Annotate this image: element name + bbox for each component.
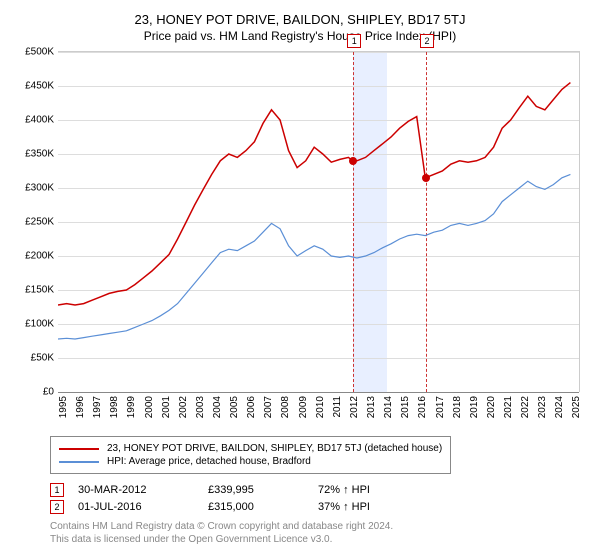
footer-attribution: Contains HM Land Registry data © Crown c… (50, 520, 590, 546)
sale-row: 2 01-JUL-2016£315,00037% ↑ HPI (50, 500, 590, 514)
y-tick-label: £0 (10, 387, 54, 398)
x-tick-label: 2002 (178, 396, 189, 418)
y-tick-label: £450K (10, 81, 54, 92)
x-tick-label: 2016 (417, 396, 428, 418)
x-tick-label: 2014 (383, 396, 394, 418)
y-tick-label: £100K (10, 319, 54, 330)
x-tick-label: 2022 (520, 396, 531, 418)
x-tick-label: 2021 (503, 396, 514, 418)
y-tick-label: £300K (10, 183, 54, 194)
x-tick-label: 2007 (263, 396, 274, 418)
y-tick-label: £350K (10, 149, 54, 160)
x-tick-label: 2020 (486, 396, 497, 418)
x-tick-label: 1998 (109, 396, 120, 418)
x-tick-label: 1996 (75, 396, 86, 418)
x-tick-label: 2005 (229, 396, 240, 418)
x-tick-label: 2025 (571, 396, 582, 418)
x-tick-label: 1997 (92, 396, 103, 418)
x-tick-label: 2024 (554, 396, 565, 418)
y-tick-label: £150K (10, 285, 54, 296)
x-tick-label: 2012 (349, 396, 360, 418)
y-tick-label: £200K (10, 251, 54, 262)
sale-marker-label: 1 (347, 34, 361, 48)
sale-price: £339,995 (208, 484, 318, 496)
x-tick-label: 2017 (435, 396, 446, 418)
x-tick-label: 2011 (332, 396, 343, 418)
x-tick-label: 2001 (161, 396, 172, 418)
footer-line-2: This data is licensed under the Open Gov… (50, 533, 590, 546)
sale-marker-label: 2 (420, 34, 434, 48)
x-tick-label: 2009 (298, 396, 309, 418)
x-tick-label: 2010 (315, 396, 326, 418)
x-tick-label: 1995 (58, 396, 69, 418)
chart-title: 23, HONEY POT DRIVE, BAILDON, SHIPLEY, B… (10, 12, 590, 27)
x-tick-label: 2015 (400, 396, 411, 418)
y-tick-label: £50K (10, 353, 54, 364)
y-tick-label: £400K (10, 115, 54, 126)
sale-date: 30-MAR-2012 (78, 484, 208, 496)
chart-subtitle: Price paid vs. HM Land Registry's House … (10, 29, 590, 43)
sale-row: 1 30-MAR-2012£339,99572% ↑ HPI (50, 483, 590, 497)
x-tick-label: 2006 (246, 396, 257, 418)
y-tick-label: £250K (10, 217, 54, 228)
legend-label-hpi: HPI: Average price, detached house, Brad… (107, 456, 311, 467)
legend-label-property: 23, HONEY POT DRIVE, BAILDON, SHIPLEY, B… (107, 443, 442, 454)
sale-price: £315,000 (208, 501, 318, 513)
sale-pct-vs-hpi: 72% ↑ HPI (318, 484, 418, 496)
series-line (58, 83, 570, 305)
x-axis: 1995 1996 1997 1998 1999 2000 2001 2002 2003 2004… (58, 392, 580, 428)
footer-line-1: Contains HM Land Registry data © Crown c… (50, 520, 590, 533)
sale-date: 01-JUL-2016 (78, 501, 208, 513)
x-tick-label: 2023 (537, 396, 548, 418)
legend-item-hpi: HPI: Average price, detached house, Brad… (59, 456, 442, 467)
x-tick-label: 2013 (366, 396, 377, 418)
x-tick-label: 2003 (195, 396, 206, 418)
sale-row-marker: 2 (50, 500, 64, 514)
legend-box: 23, HONEY POT DRIVE, BAILDON, SHIPLEY, B… (50, 436, 451, 474)
x-tick-label: 2000 (144, 396, 155, 418)
legend-item-property: 23, HONEY POT DRIVE, BAILDON, SHIPLEY, B… (59, 443, 442, 454)
series-line (58, 174, 570, 339)
sale-pct-vs-hpi: 37% ↑ HPI (318, 501, 418, 513)
x-tick-label: 2004 (212, 396, 223, 418)
x-tick-label: 2018 (452, 396, 463, 418)
chart-plot-area: £0£50K£100K£150K£200K£250K£300K£350K£400… (58, 51, 580, 392)
x-tick-label: 2008 (280, 396, 291, 418)
sale-row-marker: 1 (50, 483, 64, 497)
y-tick-label: £500K (10, 47, 54, 58)
x-tick-label: 1999 (126, 396, 137, 418)
x-tick-label: 2019 (469, 396, 480, 418)
